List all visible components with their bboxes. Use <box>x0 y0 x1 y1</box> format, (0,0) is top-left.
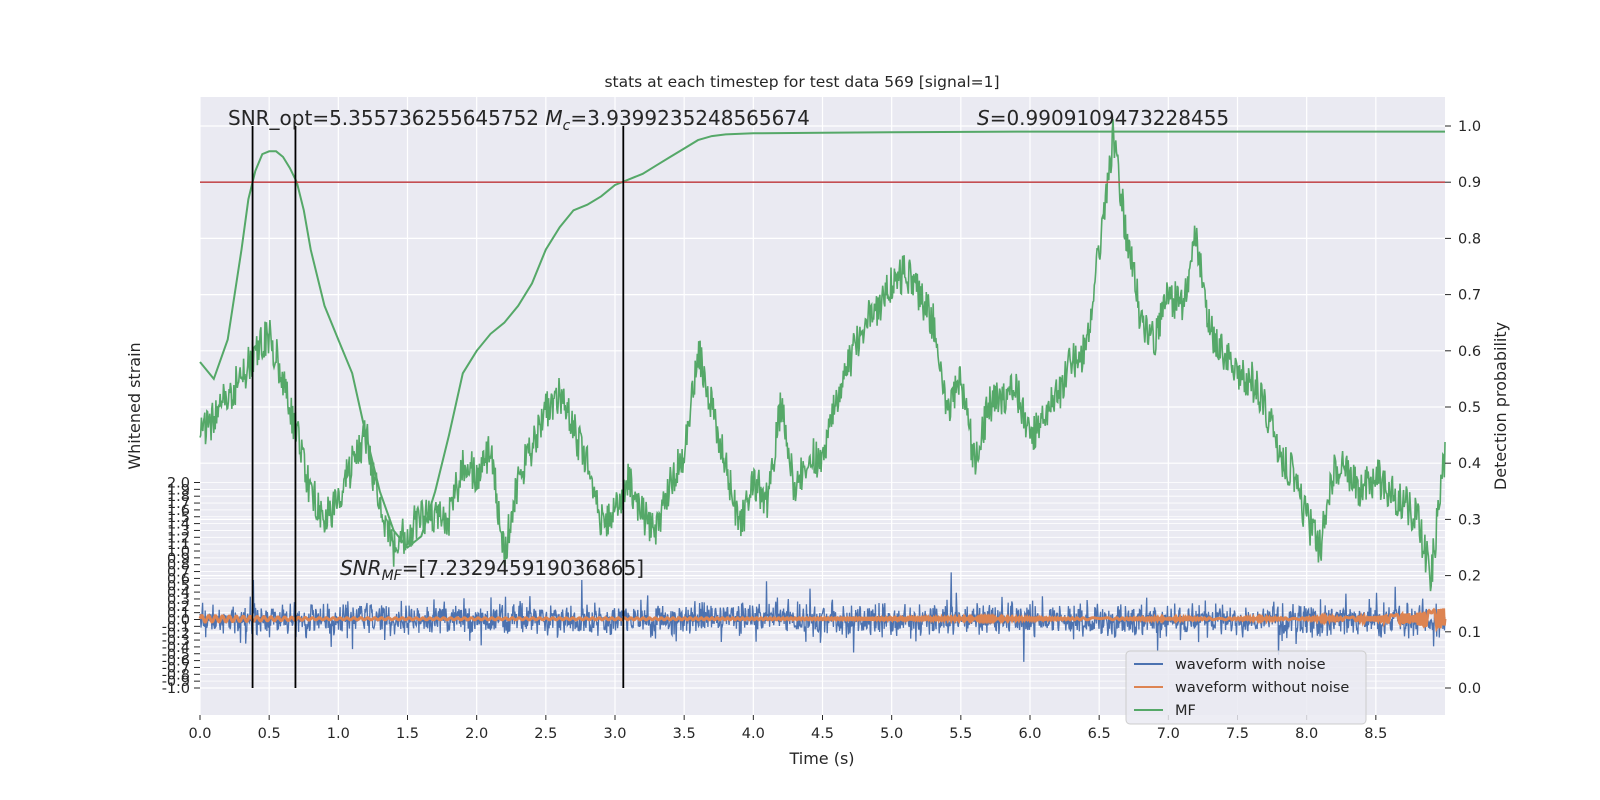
legend-box <box>1125 650 1367 725</box>
snr-mf-subscript: MF <box>382 568 403 584</box>
x-tick-label: 3.5 <box>673 726 696 742</box>
traces <box>198 119 1447 662</box>
y-axis-label-left: Whitened strain <box>125 342 144 469</box>
mc-symbol-M: M <box>545 106 562 130</box>
snr-mf-value-text: =[7.232945919036865] <box>402 556 644 580</box>
x-tick-label: 1.5 <box>396 726 419 742</box>
x-tick-label: 5.5 <box>949 726 972 742</box>
mc-subscript-c: c <box>563 118 571 134</box>
x-tick-label: 7.0 <box>1157 726 1180 742</box>
y-left-tick-label: -1.0 <box>162 681 190 697</box>
y-left-tick-label: 1.0 <box>167 544 190 560</box>
x-tick-label: 2.0 <box>465 726 488 742</box>
y-left-tick-label: 0.8 <box>167 558 190 574</box>
y-left-tick-label: 0.2 <box>167 599 190 615</box>
snr-mf-annotation: SNRMF=[7.232945919036865] <box>340 556 644 584</box>
y-left-tick-label: 0.0 <box>167 613 190 629</box>
y-left-tick-label: 0.4 <box>167 585 190 601</box>
y-right-tick-label: 0.5 <box>1458 400 1481 416</box>
y-left-tick-label: -0.9 <box>162 674 190 690</box>
y-left-tick-label: 0.1 <box>167 606 190 622</box>
s-symbol: S <box>977 106 990 130</box>
y-left-tick-label: -0.7 <box>162 660 190 676</box>
y-left-tick-label: 1.4 <box>167 517 190 533</box>
y-left-tick-label: 1.8 <box>167 489 190 505</box>
x-tick-label: 0.5 <box>258 726 281 742</box>
x-tick-label: 5.0 <box>880 726 903 742</box>
y-left-tick-label: 2.0 <box>167 476 190 492</box>
y-left-tick-label: -0.6 <box>162 654 190 670</box>
y-right-tick-label: 0.9 <box>1458 175 1481 191</box>
x-tick-label: 6.0 <box>1018 726 1041 742</box>
y-left-tick-label: 0.6 <box>167 571 190 587</box>
chart-title: stats at each timestep for test data 569… <box>604 73 999 91</box>
legend-label-clean: waveform without noise <box>1175 680 1349 696</box>
x-tick-label: 4.0 <box>742 726 765 742</box>
legend-label-noise: waveform with noise <box>1175 657 1326 673</box>
y-left-tick-label: -0.8 <box>162 667 190 683</box>
snr-opt-text: SNR_opt=5.355736255645752 <box>228 106 539 130</box>
legend-label-mf: MF <box>1175 703 1196 719</box>
y-axis-label-right: Detection probability <box>1491 322 1510 490</box>
y-left-tick-label: 0.3 <box>167 592 190 608</box>
y-right-tick-label: 0.1 <box>1458 625 1481 641</box>
s-value-text: =0.9909109473228455 <box>990 106 1229 130</box>
y-left-tick-label: 0.5 <box>167 578 190 594</box>
y-left-tick-label: 1.9 <box>167 482 190 498</box>
s-annotation: S=0.9909109473228455 <box>977 106 1229 130</box>
y-left-tick-label: 0.7 <box>167 565 190 581</box>
x-tick-label: 8.5 <box>1364 726 1387 742</box>
y-left-tick-label: -0.4 <box>162 640 190 656</box>
y-left-tick-label: 1.6 <box>167 503 190 519</box>
mf-trace <box>199 119 1446 592</box>
y-left-tick-label: -0.2 <box>162 626 190 642</box>
y-right-tick-label: 0.2 <box>1458 569 1481 585</box>
x-tick-label: 3.0 <box>603 726 626 742</box>
y-left-tick-label: 1.1 <box>167 537 190 553</box>
y-left-tick-label: -0.1 <box>162 619 190 635</box>
y-right-tick-label: 0.0 <box>1458 681 1481 697</box>
y-right-tick-label: 0.7 <box>1458 288 1481 304</box>
snr-opt-annotation: SNR_opt=5.355736255645752 Mc=3.939923524… <box>228 106 810 134</box>
y-left-tick-label: 1.2 <box>167 530 190 546</box>
x-axis-label: Time (s) <box>788 749 854 768</box>
mc-value-text: =3.9399235248565674 <box>570 106 809 130</box>
waveform-without-noise-trace <box>198 607 1447 633</box>
x-tick-label: 8.0 <box>1295 726 1318 742</box>
y-left-tick-label: -0.3 <box>162 633 190 649</box>
y-right-tick-label: 0.3 <box>1458 512 1481 528</box>
x-tick-label: 4.5 <box>811 726 834 742</box>
y-left-tick-label: -0.5 <box>162 647 190 663</box>
axes: 0.0 0.5 1.0 1.5 2.0 2.5 3.0 3.5 4.0 4.5 5.0 5.5 6.0 6… <box>162 119 1481 742</box>
vertical-markers <box>251 126 625 688</box>
y-right-tick-label: 0.4 <box>1458 456 1481 472</box>
y-right-tick-label: 1.0 <box>1458 119 1481 135</box>
x-tick-label: 6.5 <box>1088 726 1111 742</box>
y-right-tick-label: 0.6 <box>1458 344 1481 360</box>
snr-mf-symbol: SNR <box>340 556 382 580</box>
x-tick-label: 1.0 <box>327 726 350 742</box>
x-tick-label: 7.5 <box>1226 726 1249 742</box>
y-left-tick-label: 1.3 <box>167 523 190 539</box>
y-right-tick-label: 0.8 <box>1458 231 1481 247</box>
legend: waveform with noise waveform without noi… <box>1125 650 1367 725</box>
y-left-tick-label: 1.7 <box>167 496 190 512</box>
x-tick-label: 0.0 <box>188 726 211 742</box>
y-left-tick-label: 0.9 <box>167 551 190 567</box>
y-left-tick-label: 1.5 <box>167 510 190 526</box>
detection-probability-trace <box>199 130 1445 549</box>
x-tick-label: 2.5 <box>534 726 557 742</box>
